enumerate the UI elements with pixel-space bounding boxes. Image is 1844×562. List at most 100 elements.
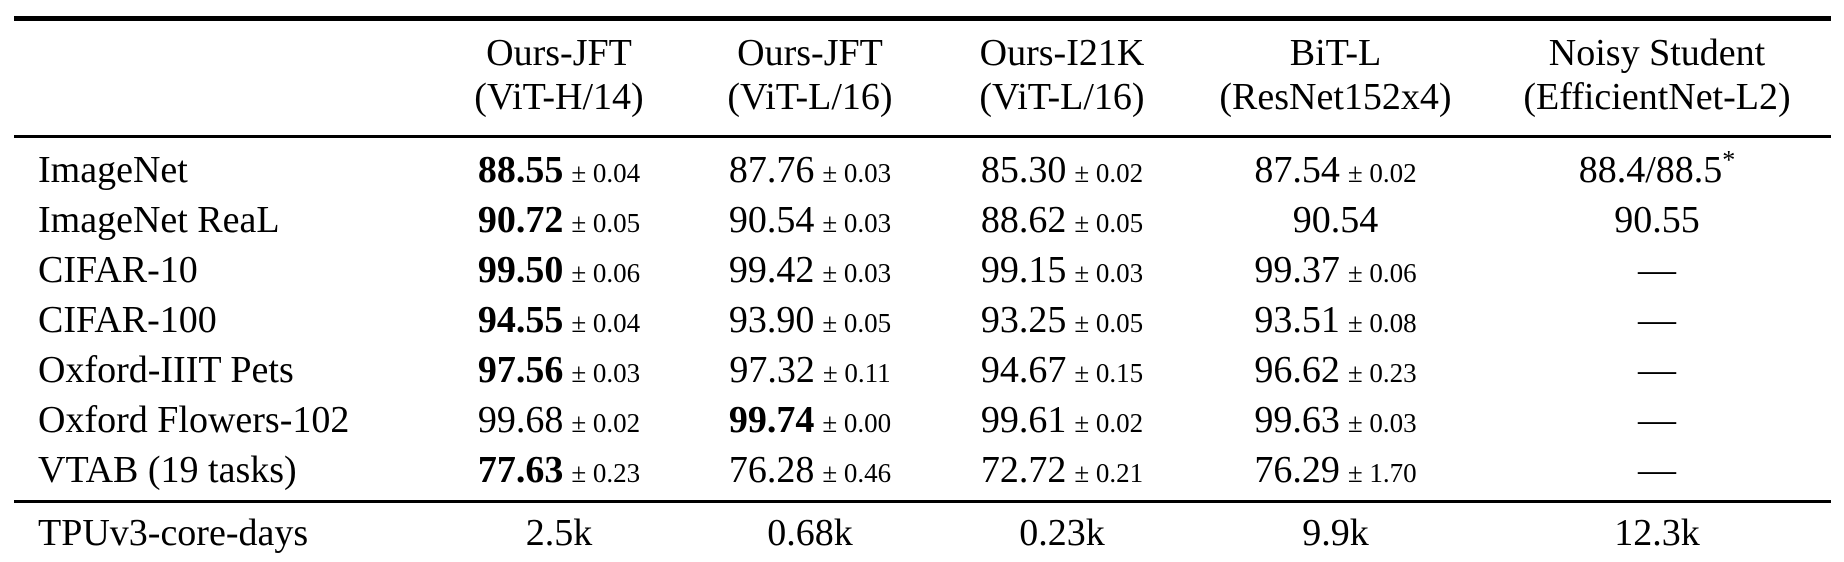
- footnote-asterisk: *: [1722, 145, 1736, 175]
- cell: 87.76 ± 0.03: [684, 137, 936, 196]
- header-row: Ours-JFT (ViT-H/14) Ours-JFT (ViT-L/16) …: [14, 18, 1831, 138]
- row-label: ImageNet: [38, 149, 188, 191]
- cell-value: 87.54: [1254, 149, 1340, 191]
- cell-value: 0.68k: [767, 512, 853, 554]
- cell-value: 0.23k: [1019, 512, 1105, 554]
- header-cell-empty: [14, 18, 434, 138]
- cell-value: 94.55: [477, 299, 564, 341]
- table-row-cifar10: CIFAR-10 99.50 ± 0.06 99.42 ± 0.03 99.15 ± …: [14, 245, 1831, 295]
- cell-value: —: [1638, 449, 1676, 491]
- cell: 76.28 ± 0.46: [684, 445, 936, 503]
- cell: 87.54 ± 0.02: [1188, 137, 1483, 196]
- cell: 99.61 ± 0.02: [936, 395, 1188, 445]
- row-label: VTAB (19 tasks): [14, 445, 434, 503]
- cell: 99.50 ± 0.06: [434, 245, 684, 295]
- cell-stddev: ± 0.05: [822, 308, 892, 338]
- cell-stddev: ± 0.03: [1347, 408, 1417, 438]
- header-cell-ours-i21k-vitl16: Ours-I21K (ViT-L/16): [936, 18, 1188, 138]
- column-title: Ours-I21K: [979, 32, 1145, 74]
- cell-stddev: ± 0.06: [571, 258, 641, 288]
- cell: 88.62 ± 0.05: [936, 195, 1188, 245]
- cell-value: 99.15: [980, 249, 1067, 291]
- cell-value: —: [1638, 299, 1676, 341]
- cell-stddev: ± 0.08: [1347, 308, 1417, 338]
- table-header: Ours-JFT (ViT-H/14) Ours-JFT (ViT-L/16) …: [14, 18, 1831, 138]
- cell-value: 90.54: [728, 199, 815, 241]
- row-label: CIFAR-10: [38, 249, 198, 291]
- cell-value: 90.54: [1292, 199, 1379, 241]
- cell-stddev: ± 0.04: [571, 308, 641, 338]
- cell: 99.68 ± 0.02: [434, 395, 684, 445]
- cell: 97.32 ± 0.11: [684, 345, 936, 395]
- cell-stddev: ± 0.02: [1347, 158, 1417, 188]
- cell-stddev: ± 0.23: [571, 458, 641, 488]
- column-subtitle: (ViT-H/14): [474, 76, 644, 118]
- table-row-vtab: VTAB (19 tasks) 77.63 ± 0.23 76.28 ± 0.46 …: [14, 445, 1831, 503]
- cell: 88.4/88.5*: [1483, 137, 1831, 196]
- cell: 85.30 ± 0.02: [936, 137, 1188, 196]
- row-label: Oxford-IIIT Pets: [38, 349, 294, 391]
- cell-value: 99.50: [477, 249, 564, 291]
- cell-value: 97.56: [477, 349, 564, 391]
- cell-stddev: ± 0.03: [1074, 258, 1144, 288]
- cell: 94.67 ± 0.15: [936, 345, 1188, 395]
- cell-value: 99.74: [728, 399, 815, 441]
- cell: 90.72 ± 0.05: [434, 195, 684, 245]
- cell: —: [1483, 245, 1831, 295]
- cell-stddev: ± 0.02: [1074, 158, 1144, 188]
- cell-value: 2.5k: [525, 512, 593, 554]
- cell: 94.55 ± 0.04: [434, 295, 684, 345]
- cell: 90.55: [1483, 195, 1831, 245]
- header-cell-ours-jft-vitl16: Ours-JFT (ViT-L/16): [684, 18, 936, 138]
- cell-stddev: ± 0.05: [1074, 308, 1144, 338]
- cell-value: 99.61: [980, 399, 1067, 441]
- cell-value: —: [1638, 249, 1676, 291]
- header-cell-bitl-resnet152x4: BiT-L (ResNet152x4): [1188, 18, 1483, 138]
- cell-stddev: ± 0.03: [822, 158, 892, 188]
- cell: —: [1483, 395, 1831, 445]
- column-title: Ours-JFT: [737, 32, 883, 74]
- cell: 93.25 ± 0.05: [936, 295, 1188, 345]
- column-subtitle: (EfficientNet-L2): [1523, 76, 1791, 118]
- cell: 0.68k: [684, 502, 936, 562]
- cell-value: 88.4/88.5: [1578, 149, 1723, 191]
- column-subtitle: (ViT-L/16): [727, 76, 893, 118]
- table-footer: TPUv3-core-days 2.5k 0.68k 0.23k 9.9k 12…: [14, 502, 1831, 562]
- cell-value: 90.72: [477, 199, 564, 241]
- cell-stddev: ± 0.21: [1074, 458, 1144, 488]
- cell-value: 76.29: [1254, 449, 1340, 491]
- cell: 96.62 ± 0.23: [1188, 345, 1483, 395]
- cell: 93.90 ± 0.05: [684, 295, 936, 345]
- cell-value: 72.72: [980, 449, 1067, 491]
- table-row-oxford-iiit-pets: Oxford-IIIT Pets 97.56 ± 0.03 97.32 ± 0.11…: [14, 345, 1831, 395]
- cell: 72.72 ± 0.21: [936, 445, 1188, 503]
- cell-stddev: ± 1.70: [1347, 458, 1417, 488]
- cell: 99.42 ± 0.03: [684, 245, 936, 295]
- cell: 90.54: [1188, 195, 1483, 245]
- cell-stddev: ± 0.00: [822, 408, 892, 438]
- results-table: Ours-JFT (ViT-H/14) Ours-JFT (ViT-L/16) …: [14, 16, 1831, 562]
- cell-value: 96.62: [1254, 349, 1340, 391]
- cell-value: 99.42: [728, 249, 815, 291]
- header-cell-noisy-student: Noisy Student (EfficientNet-L2): [1483, 18, 1831, 138]
- cell-stddev: ± 0.23: [1347, 358, 1417, 388]
- cell-value: 85.30: [980, 149, 1067, 191]
- cell: 0.23k: [936, 502, 1188, 562]
- cell-stddev: ± 0.02: [571, 408, 641, 438]
- cell-stddev: ± 0.11: [822, 358, 891, 388]
- cell-value: 93.90: [728, 299, 815, 341]
- cell-stddev: ± 0.02: [1074, 408, 1144, 438]
- cell: —: [1483, 345, 1831, 395]
- cell-value: 99.63: [1254, 399, 1340, 441]
- cell: 76.29 ± 1.70: [1188, 445, 1483, 503]
- cell-stddev: ± 0.05: [1074, 208, 1144, 238]
- cell: 99.63 ± 0.03: [1188, 395, 1483, 445]
- cell-value: 90.55: [1614, 199, 1700, 241]
- cell: 88.55 ± 0.04: [434, 137, 684, 196]
- cell-value: 12.3k: [1614, 512, 1700, 554]
- cell-value: 93.25: [980, 299, 1067, 341]
- cell: 77.63 ± 0.23: [434, 445, 684, 503]
- cell-value: 88.62: [980, 199, 1067, 241]
- header-cell-ours-jft-vith14: Ours-JFT (ViT-H/14): [434, 18, 684, 138]
